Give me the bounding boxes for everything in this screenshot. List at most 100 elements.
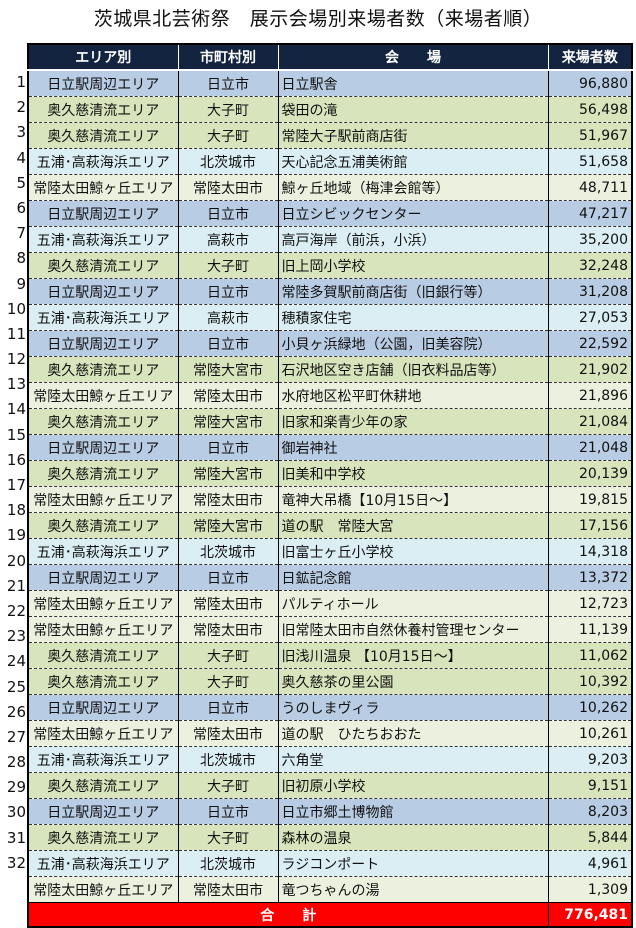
cell-venue: 旧上岡小学校 (277, 252, 548, 279)
row-number: 32 (6, 853, 26, 872)
cell-count: 21,902 (547, 356, 632, 383)
header-area: エリア別 (28, 44, 178, 71)
cell-city: 日立市 (177, 694, 278, 721)
cell-area: 日立駅周辺エリア (27, 694, 178, 721)
header-venue: 会 場 (277, 44, 548, 71)
cell-count: 35,200 (547, 226, 632, 253)
total-count: 776,481 (547, 902, 632, 927)
cell-city: 大子町 (177, 772, 278, 799)
cell-area: 五浦･高萩海浜エリア (27, 304, 178, 331)
table-row: 常陸太田鯨ヶ丘エリア 常陸太田市 鯨ヶ丘地域（梅津会館等） 48,711 (27, 174, 632, 201)
cell-venue: 鯨ヶ丘地域（梅津会館等） (277, 174, 548, 201)
table-row: 奥久慈清流エリア 大子町 袋田の滝 56,498 (27, 96, 632, 123)
cell-count: 31,208 (547, 278, 632, 305)
header-city: 市町村別 (177, 44, 278, 71)
cell-count: 17,156 (547, 512, 632, 539)
cell-city: 常陸太田市 (177, 382, 278, 409)
table-row: 五浦･高萩海浜エリア 北茨城市 ラジコンポート 4,961 (27, 850, 632, 877)
cell-city: 常陸大宮市 (177, 460, 278, 487)
cell-area: 五浦･高萩海浜エリア (27, 538, 178, 565)
cell-area: 奥久慈清流エリア (27, 512, 178, 539)
cell-count: 1,309 (547, 876, 632, 903)
cell-venue: 旧初原小学校 (277, 772, 548, 799)
cell-city: 日立市 (177, 200, 278, 227)
cell-city: 日立市 (177, 564, 278, 591)
cell-area: 日立駅周辺エリア (27, 330, 178, 357)
table-row: 五浦･高萩海浜エリア 高萩市 穂積家住宅 27,053 (27, 304, 632, 331)
cell-count: 48,711 (547, 174, 632, 201)
cell-count: 56,498 (547, 96, 632, 123)
cell-city: 日立市 (177, 330, 278, 357)
table-row: 日立駅周辺エリア 日立市 常陸多賀駅前商店街（旧銀行等） 31,208 (27, 278, 632, 305)
table-row: 常陸太田鯨ヶ丘エリア 常陸太田市 竜神大吊橋【10月15日～】 19,815 (27, 486, 632, 513)
table-row: 日立駅周辺エリア 日立市 御岩神社 21,048 (27, 434, 632, 461)
cell-count: 19,815 (547, 486, 632, 513)
cell-venue: 天心記念五浦美術館 (277, 148, 548, 175)
cell-venue: 旧富士ヶ丘小学校 (277, 538, 548, 565)
table-row: 日立駅周辺エリア 日立市 日鉱記念館 13,372 (27, 564, 632, 591)
cell-count: 4,961 (547, 850, 632, 877)
row-number: 10 (6, 299, 26, 318)
row-number: 4 (16, 148, 26, 167)
table-row: 日立駅周辺エリア 日立市 日立市郷土博物館 8,203 (27, 798, 632, 825)
cell-count: 27,053 (547, 304, 632, 331)
table-row: 日立駅周辺エリア 日立市 日立駅舎 96,880 (27, 69, 632, 97)
cell-area: 常陸太田鯨ヶ丘エリア (27, 616, 178, 643)
cell-venue: 穂積家住宅 (277, 304, 548, 331)
cell-city: 常陸大宮市 (177, 356, 278, 383)
table-row: 奥久慈清流エリア 大子町 森林の温泉 5,844 (27, 824, 632, 851)
row-number: 24 (6, 652, 26, 671)
cell-venue: 日立市郷土博物館 (277, 798, 548, 825)
cell-venue: 道の駅 ひたちおおた (277, 720, 548, 747)
cell-venue: 日立駅舎 (277, 69, 548, 97)
row-number: 30 (6, 803, 26, 822)
cell-venue: 常陸大子駅前商店街 (277, 122, 548, 149)
cell-venue: 小貝ヶ浜緑地（公園，旧美容院） (277, 330, 548, 357)
table-row: 常陸太田鯨ヶ丘エリア 常陸太田市 道の駅 ひたちおおた 10,261 (27, 720, 632, 747)
cell-city: 北茨城市 (177, 850, 278, 877)
row-number: 25 (6, 677, 26, 696)
row-number: 27 (6, 727, 26, 746)
cell-count: 8,203 (547, 798, 632, 825)
table-row: 奥久慈清流エリア 大子町 奥久慈茶の里公園 10,392 (27, 668, 632, 695)
cell-venue: 竜つちゃんの湯 (277, 876, 548, 903)
cell-venue: 石沢地区空き店舗（旧衣料品店等） (277, 356, 548, 383)
row-number: 16 (6, 450, 26, 469)
cell-area: 日立駅周辺エリア (27, 200, 178, 227)
cell-city: 常陸太田市 (177, 590, 278, 617)
table-row: 日立駅周辺エリア 日立市 日立シビックセンター 47,217 (27, 200, 632, 227)
row-number: 15 (6, 425, 26, 444)
row-number: 17 (6, 476, 26, 494)
cell-city: 北茨城市 (177, 746, 278, 773)
row-number: 2 (16, 98, 26, 117)
table-row: 奥久慈清流エリア 大子町 旧浅川温泉 【10月15日～】 11,062 (27, 642, 632, 669)
cell-city: 北茨城市 (177, 148, 278, 175)
cell-area: 日立駅周辺エリア (27, 278, 178, 305)
cell-area: 日立駅周辺エリア (27, 69, 178, 97)
table-row: 奥久慈清流エリア 常陸大宮市 石沢地区空き店舗（旧衣料品店等） 21,902 (27, 356, 632, 383)
cell-city: 高萩市 (177, 304, 278, 331)
cell-area: 常陸太田鯨ヶ丘エリア (27, 876, 178, 903)
row-number: 7 (16, 224, 26, 243)
cell-city: 北茨城市 (177, 538, 278, 565)
cell-count: 20,139 (547, 460, 632, 487)
cell-city: 常陸太田市 (177, 876, 278, 903)
cell-count: 11,062 (547, 642, 632, 669)
row-number: 28 (6, 753, 26, 772)
table-row: 奥久慈清流エリア 大子町 旧上岡小学校 32,248 (27, 252, 632, 279)
cell-city: 高萩市 (177, 226, 278, 253)
table-row: 五浦･高萩海浜エリア 北茨城市 六角堂 9,203 (27, 746, 632, 773)
table-row: 常陸太田鯨ヶ丘エリア 常陸太田市 パルティホール 12,723 (27, 590, 632, 617)
page-title: 茨城県北芸術祭 展示会場別来場者数（来場者順） (93, 8, 543, 30)
cell-area: 奥久慈清流エリア (27, 772, 178, 799)
cell-city: 大子町 (177, 122, 278, 149)
cell-count: 12,723 (547, 590, 632, 617)
row-number: 29 (6, 778, 26, 797)
cell-count: 5,844 (547, 824, 632, 851)
cell-count: 51,658 (547, 148, 632, 175)
cell-city: 日立市 (177, 278, 278, 305)
row-number: 21 (6, 576, 26, 595)
row-number: 5 (16, 173, 26, 192)
row-number: 23 (6, 627, 26, 646)
cell-count: 21,896 (547, 382, 632, 409)
